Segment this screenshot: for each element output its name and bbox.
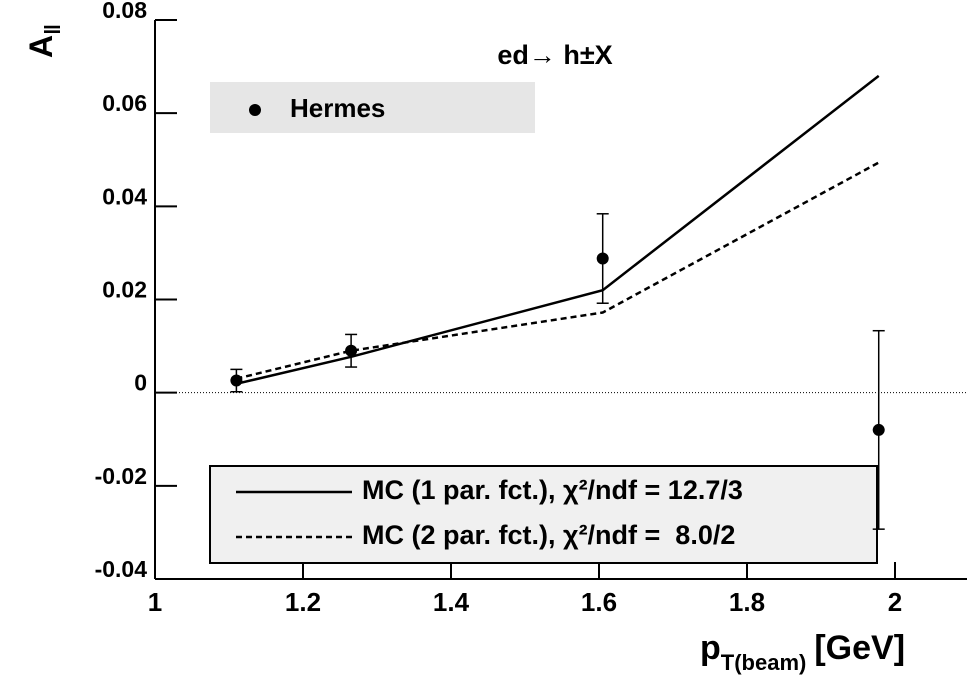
data-point	[230, 374, 243, 387]
annotation: ed→ h±X	[497, 40, 612, 70]
x-tick-label: 1.8	[729, 587, 765, 617]
legend-label: MC (2 par. fct.), χ²/ndf = 8.0/2	[362, 520, 735, 550]
x-tick-label: 2	[888, 587, 902, 617]
y-label-sub: ‖	[40, 24, 65, 35]
y-tick-label: 0.06	[102, 90, 147, 116]
data-point	[596, 252, 609, 265]
x-label-main: p	[700, 629, 721, 667]
y-tick-label: 0.04	[102, 183, 147, 209]
data-point	[345, 344, 358, 357]
data-point	[872, 423, 885, 436]
legend-box	[210, 82, 535, 133]
x-tick-label: 1.2	[285, 587, 321, 617]
series-line	[236, 161, 880, 380]
y-tick-label: 0.02	[102, 277, 147, 303]
y-tick-label: 0	[134, 370, 147, 396]
y-tick-label: 0.08	[102, 0, 147, 23]
legend-label: Hermes	[290, 93, 385, 123]
legend-marker	[249, 104, 261, 116]
x-label-unit: [GeV]	[814, 629, 905, 667]
y-axis-label: A‖	[23, 24, 64, 58]
y-label-main: A	[23, 35, 59, 58]
x-axis-label: pT(beam) [GeV]	[700, 629, 905, 675]
x-tick-label: 1	[148, 587, 162, 617]
x-label-sub: T(beam)	[721, 650, 807, 675]
y-tick-label: -0.04	[95, 556, 148, 582]
x-tick-label: 1.6	[581, 587, 617, 617]
y-tick-label: -0.02	[95, 463, 147, 489]
legend-box	[209, 465, 878, 564]
legend-label: MC (1 par. fct.), χ²/ndf = 12.7/3	[362, 475, 743, 505]
series-line	[236, 74, 880, 386]
x-tick-label: 1.4	[433, 587, 470, 617]
